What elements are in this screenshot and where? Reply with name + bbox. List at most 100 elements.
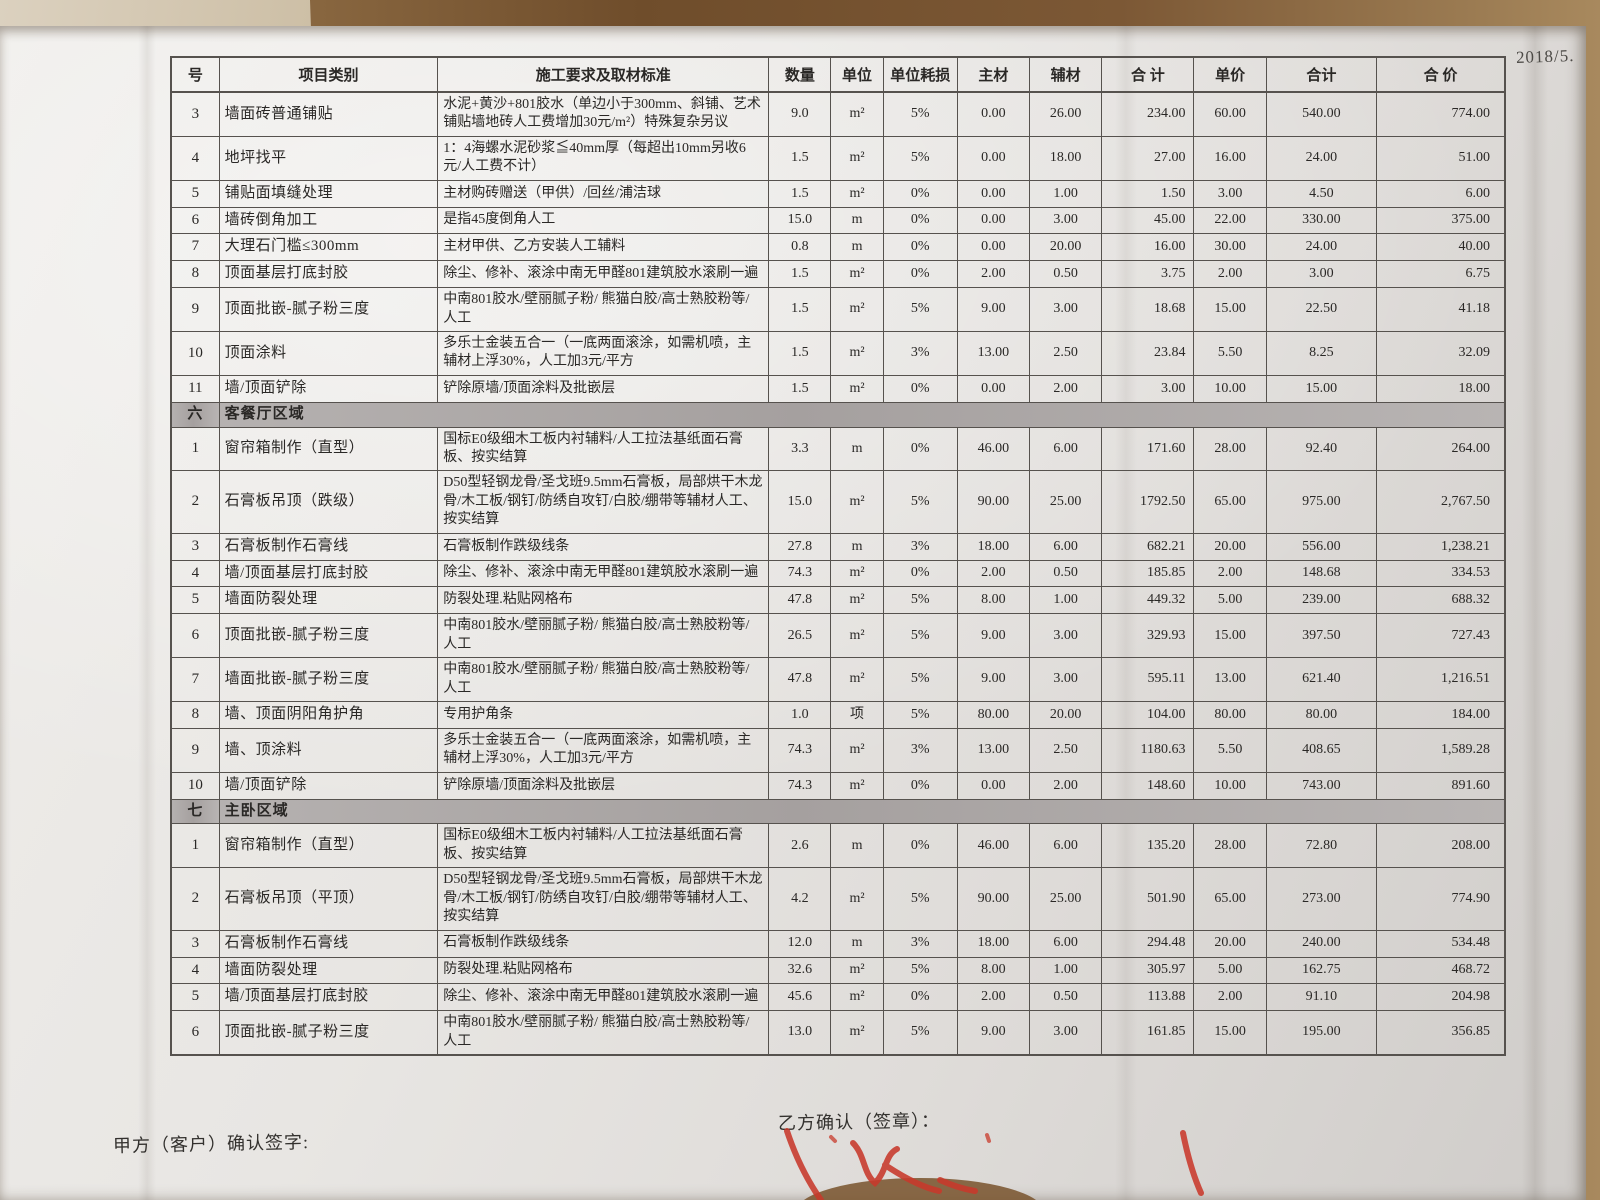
- cell-aux: 2.00: [1029, 771, 1103, 800]
- cell-main: 9.00: [956, 613, 1031, 659]
- cell-loss: 5%: [882, 1010, 958, 1056]
- cell-no: 1: [170, 426, 220, 472]
- cell-sum1: 185.85: [1101, 559, 1195, 588]
- stamp-strokes: [784, 1128, 1204, 1200]
- cell-price: 16.00: [1193, 135, 1267, 181]
- column-header-total: 合 价: [1376, 56, 1506, 93]
- cell-price: 15.00: [1193, 287, 1267, 332]
- cell-main: 0.00: [956, 771, 1031, 800]
- cell-main: 2.00: [956, 983, 1031, 1012]
- cell-loss: 0%: [882, 233, 958, 262]
- cell-spec: 水泥+黄沙+801胶水（单边小于300mm、斜铺、艺术铺贴墙地砖人工费增加30元…: [437, 91, 770, 137]
- cell-sum1: 1792.50: [1101, 470, 1195, 534]
- cell-loss: 0%: [882, 426, 958, 472]
- cell-aux: 0.50: [1029, 983, 1103, 1012]
- cell-sum2: 397.50: [1265, 613, 1378, 659]
- cell-item: 石膏板制作石膏线: [218, 929, 439, 958]
- cell-price: 2.00: [1193, 559, 1267, 588]
- cell-aux: 20.00: [1029, 233, 1103, 262]
- cell-main: 46.00: [956, 426, 1031, 472]
- cell-item: 墙面防裂处理: [218, 956, 439, 985]
- cell-main: 13.00: [956, 331, 1031, 376]
- cell-qty: 27.8: [768, 532, 832, 561]
- cell-loss: 3%: [882, 331, 958, 376]
- cell-loss: 0%: [882, 206, 958, 235]
- cell-qty: 1.5: [768, 374, 832, 403]
- cell-aux: 25.00: [1029, 470, 1103, 534]
- table-row: 5 铺贴面填缝处理 主材购砖赠送（甲供）/回丝/浦洁球 1.5 m² 0% 0.00 1.00…: [170, 179, 1506, 208]
- cell-no: 10: [170, 331, 220, 376]
- cell-sum2: 8.25: [1265, 331, 1378, 376]
- cell-sum2: 3.00: [1265, 260, 1378, 289]
- section-header-row: 七主卧区域: [170, 798, 1506, 825]
- column-header-unit: 单位: [830, 56, 884, 93]
- cell-unit: m: [830, 233, 884, 262]
- cell-qty: 1.0: [768, 701, 832, 729]
- cell-sum1: 45.00: [1101, 206, 1195, 235]
- table-row: 7 大理石门槛≤300mm 主材甲供、乙方安装人工辅料 0.8 m 0% 0.00 20.00…: [170, 233, 1506, 262]
- cell-aux: 0.50: [1029, 559, 1103, 588]
- table-row: 6 顶面批嵌-腻子粉三度 中南801胶水/壁丽腻子粉/ 熊猫白胶/高士熟胶粉等/人工…: [170, 1010, 1506, 1056]
- column-header-spec: 施工要求及取材标准: [437, 56, 770, 93]
- cell-sum2: 148.68: [1265, 559, 1378, 588]
- cell-aux: 26.00: [1029, 91, 1103, 137]
- cell-price: 2.00: [1193, 260, 1267, 289]
- cell-main: 90.00: [956, 470, 1031, 534]
- cell-sum2: 743.00: [1265, 771, 1378, 800]
- cell-no: 6: [170, 1010, 220, 1056]
- cell-main: 80.00: [956, 701, 1031, 729]
- cell-qty: 47.8: [768, 657, 832, 703]
- table-row: 2 石膏板吊顶（跌级） D50型轻钢龙骨/圣戈班9.5mm石膏板，局部烘干木龙骨/木…: [170, 470, 1506, 534]
- cell-item: 石膏板吊顶（平顶）: [218, 867, 439, 931]
- cell-loss: 5%: [882, 135, 958, 181]
- cell-sum1: 3.00: [1101, 374, 1195, 403]
- cell-sum2: 24.00: [1265, 135, 1378, 181]
- cell-price: 5.50: [1193, 727, 1267, 773]
- cell-spec: 中南801胶水/壁丽腻子粉/ 熊猫白胶/高士熟胶粉等/人工: [437, 1010, 770, 1056]
- cell-no: 2: [170, 867, 220, 931]
- cell-item: 墙面批嵌-腻子粉三度: [218, 657, 439, 703]
- cell-sum2: 408.65: [1265, 727, 1378, 773]
- cell-loss: 0%: [882, 179, 958, 208]
- cell-main: 0.00: [956, 91, 1031, 137]
- cell-sum2: 15.00: [1265, 374, 1378, 403]
- table-row: 10 墙/顶面铲除 铲除原墙/顶面涂料及批嵌层 74.3 m² 0% 0.00 2.00 148…: [170, 771, 1506, 800]
- cell-spec: 除尘、修补、滚涂中南无甲醛801建筑胶水滚刷一遍: [437, 983, 770, 1012]
- cell-no: 7: [170, 657, 220, 703]
- cell-no: 5: [170, 983, 220, 1012]
- table-row: 4 地坪找平 1：4海螺水泥砂浆≦40mm厚（每超出10mm另收6元/人工费不计） 1…: [170, 135, 1506, 181]
- cell-sum1: 171.60: [1101, 426, 1195, 472]
- table-row: 5 墙面防裂处理 防裂处理.粘贴网格布 47.8 m² 5% 8.00 1.00 449.32 5…: [170, 586, 1506, 615]
- cell-aux: 3.00: [1029, 657, 1103, 703]
- table-row: 4 墙面防裂处理 防裂处理.粘贴网格布 32.6 m² 5% 8.00 1.00 305.97 5…: [170, 956, 1506, 985]
- cell-price: 60.00: [1193, 91, 1267, 137]
- cell-price: 30.00: [1193, 233, 1267, 262]
- cell-price: 5.50: [1193, 331, 1267, 376]
- cell-spec: D50型轻钢龙骨/圣戈班9.5mm石膏板，局部烘干木龙骨/木工板/钢钉/防绣自攻…: [437, 470, 770, 534]
- cell-price: 28.00: [1193, 823, 1267, 869]
- cell-qty: 74.3: [768, 559, 832, 588]
- cell-total: 774.90: [1376, 867, 1506, 931]
- cell-aux: 3.00: [1029, 613, 1103, 659]
- cell-unit: m²: [830, 374, 884, 403]
- cell-no: 5: [170, 586, 220, 615]
- cell-spec: 石膏板制作跌级线条: [437, 929, 770, 958]
- cell-qty: 26.5: [768, 613, 832, 659]
- cell-price: 10.00: [1193, 771, 1267, 800]
- cell-loss: 0%: [882, 260, 958, 289]
- cell-total: 534.48: [1376, 929, 1506, 958]
- cell-item: 顶面批嵌-腻子粉三度: [218, 287, 439, 332]
- cell-unit: m²: [830, 613, 884, 659]
- cell-item: 顶面涂料: [218, 331, 439, 376]
- cell-unit: m²: [830, 331, 884, 376]
- cell-main: 18.00: [956, 929, 1031, 958]
- cell-qty: 74.3: [768, 771, 832, 800]
- column-header-main: 主材: [956, 56, 1031, 93]
- cell-item: 墙/顶面铲除: [218, 374, 439, 403]
- cell-no: 9: [170, 287, 220, 332]
- section-id: 七: [170, 798, 220, 825]
- cell-loss: 3%: [882, 532, 958, 561]
- cell-main: 9.00: [956, 287, 1031, 332]
- cell-no: 8: [170, 260, 220, 289]
- cell-unit: m²: [830, 470, 884, 534]
